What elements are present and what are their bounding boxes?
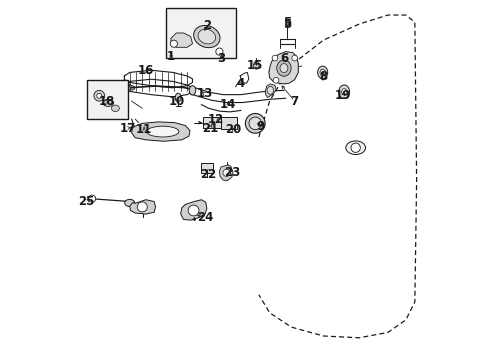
Ellipse shape [341, 89, 346, 95]
Bar [201, 163, 213, 173]
Ellipse shape [338, 85, 349, 99]
Ellipse shape [146, 126, 179, 137]
Ellipse shape [280, 64, 287, 73]
Polygon shape [180, 200, 206, 220]
Polygon shape [268, 51, 298, 84]
Ellipse shape [253, 61, 259, 69]
Circle shape [94, 90, 104, 101]
Text: 15: 15 [246, 59, 263, 72]
Polygon shape [171, 33, 192, 47]
Ellipse shape [128, 86, 135, 90]
Polygon shape [219, 165, 233, 181]
Ellipse shape [266, 86, 273, 94]
Text: 13: 13 [197, 87, 213, 100]
Circle shape [271, 55, 277, 61]
Circle shape [88, 195, 96, 202]
Ellipse shape [319, 69, 325, 76]
Ellipse shape [102, 99, 113, 107]
Bar [165, 8, 235, 58]
Polygon shape [129, 200, 155, 214]
Bar [203, 117, 221, 128]
Text: 9: 9 [256, 120, 264, 133]
Ellipse shape [111, 105, 119, 112]
Text: 6: 6 [279, 51, 287, 64]
Ellipse shape [245, 113, 264, 133]
Circle shape [273, 77, 278, 83]
Text: 16: 16 [138, 64, 154, 77]
Text: 2: 2 [203, 19, 210, 32]
Bar [221, 117, 237, 129]
Text: 18: 18 [98, 95, 114, 108]
Text: 24: 24 [197, 211, 213, 224]
Text: 7: 7 [290, 95, 298, 108]
Circle shape [350, 143, 360, 152]
Bar [86, 80, 128, 119]
Ellipse shape [125, 86, 130, 90]
Text: 25: 25 [79, 195, 95, 208]
Text: 11: 11 [136, 123, 152, 136]
Circle shape [215, 48, 223, 55]
Circle shape [170, 40, 177, 47]
Ellipse shape [193, 26, 220, 48]
Text: 23: 23 [224, 166, 240, 179]
Text: 20: 20 [225, 123, 242, 136]
Text: 8: 8 [319, 69, 327, 82]
Text: 14: 14 [220, 98, 236, 111]
Circle shape [137, 202, 147, 212]
Circle shape [291, 55, 297, 61]
Circle shape [188, 205, 199, 216]
Polygon shape [131, 122, 190, 141]
Ellipse shape [248, 117, 261, 130]
Ellipse shape [189, 86, 195, 95]
Ellipse shape [124, 199, 135, 207]
Text: 5: 5 [283, 18, 291, 31]
Ellipse shape [276, 60, 290, 76]
Text: 4: 4 [236, 77, 244, 90]
Text: 21: 21 [202, 122, 218, 135]
Text: 19: 19 [334, 89, 350, 102]
Ellipse shape [317, 66, 327, 79]
Polygon shape [265, 84, 276, 98]
Text: 3: 3 [217, 51, 225, 64]
Ellipse shape [198, 29, 215, 44]
Text: 1: 1 [166, 50, 175, 63]
Circle shape [223, 169, 230, 176]
Text: 10: 10 [168, 95, 184, 108]
Text: 17: 17 [120, 122, 136, 135]
Text: 5: 5 [283, 17, 291, 30]
Circle shape [97, 93, 102, 98]
Text: 12: 12 [207, 113, 224, 126]
Ellipse shape [345, 141, 365, 154]
Ellipse shape [175, 93, 181, 102]
Text: 22: 22 [200, 168, 216, 181]
